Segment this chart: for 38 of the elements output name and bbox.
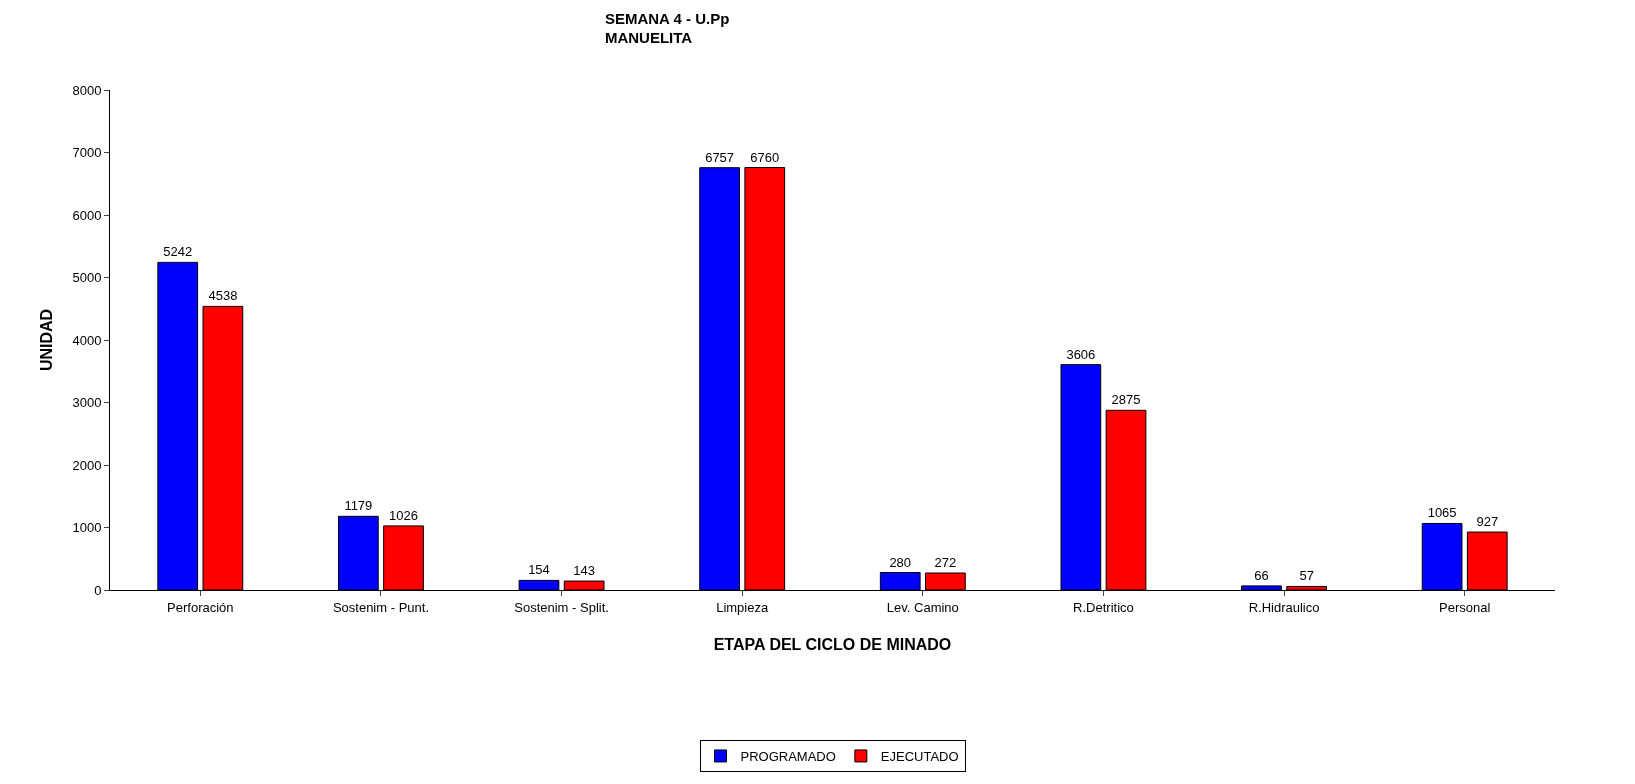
data-label: 6757 bbox=[705, 149, 735, 165]
data-label: 2875 bbox=[1111, 392, 1141, 408]
x-tick-label: R.Hidraulico bbox=[1248, 599, 1320, 615]
y-tick-label: 2000 bbox=[72, 457, 102, 473]
x-axis-title: ETAPA DEL CICLO DE MINADO bbox=[713, 636, 952, 654]
data-label: 272 bbox=[934, 555, 957, 570]
y-tick-label: 4000 bbox=[72, 332, 102, 348]
y-tick-label: 6000 bbox=[72, 207, 102, 223]
x-tick-label: Personal bbox=[1439, 599, 1491, 615]
y-tick-label: 1000 bbox=[72, 520, 102, 536]
data-label: 66 bbox=[1254, 567, 1269, 583]
x-tick-label: Sostenim - Split. bbox=[514, 599, 609, 615]
x-tick-label: R.Detritico bbox=[1073, 599, 1134, 615]
y-tick-label: 3000 bbox=[72, 395, 102, 411]
data-label: 1065 bbox=[1427, 505, 1457, 521]
chart-title: SEMANA 4 - U.Pp MANUELITA bbox=[604, 9, 730, 47]
data-label: 1179 bbox=[344, 498, 373, 514]
y-tick-label: 0 bbox=[94, 582, 102, 598]
legend-label: EJECUTADO bbox=[880, 749, 959, 765]
x-tick-label: Perforación bbox=[167, 599, 234, 615]
data-label: 154 bbox=[528, 562, 550, 578]
legend-label: PROGRAMADO bbox=[740, 749, 836, 765]
data-label: 57 bbox=[1299, 568, 1314, 584]
data-label: 5242 bbox=[163, 244, 193, 260]
x-tick-label: Lev. Camino bbox=[886, 599, 959, 615]
data-label: 143 bbox=[573, 563, 595, 579]
x-tick-label: Sostenim - Punt. bbox=[332, 599, 429, 615]
data-label: 4538 bbox=[208, 288, 238, 304]
y-tick-label: 7000 bbox=[72, 145, 102, 161]
data-label: 6760 bbox=[750, 149, 780, 165]
y-tick-label: 8000 bbox=[72, 82, 102, 98]
data-label: 280 bbox=[889, 554, 912, 570]
y-axis-title: UNIDAD bbox=[38, 308, 56, 372]
y-tick-label: 5000 bbox=[72, 270, 102, 286]
x-tick-label: Limpieza bbox=[716, 599, 769, 615]
data-label: 927 bbox=[1476, 514, 1499, 530]
data-label: 1026 bbox=[389, 507, 418, 523]
data-label: 3606 bbox=[1066, 346, 1096, 362]
